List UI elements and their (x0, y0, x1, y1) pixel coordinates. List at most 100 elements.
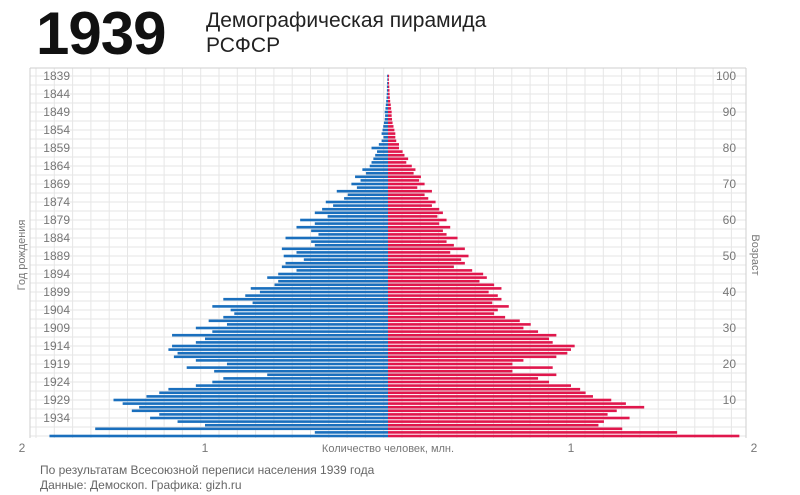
footer: По результатам Всесоюзной переписи насел… (40, 463, 374, 493)
bar-male (371, 146, 388, 150)
bar-female (388, 351, 568, 355)
bar-female (388, 359, 524, 362)
bar-male (267, 276, 388, 279)
bar-male (314, 211, 388, 215)
bar-female (388, 168, 416, 171)
bar-male (336, 189, 388, 193)
bar-female (388, 200, 436, 204)
x-tick: 2 (19, 441, 26, 455)
bar-female (388, 182, 425, 186)
bar-male (150, 416, 388, 420)
bar-female (388, 337, 550, 341)
bar-female (388, 423, 599, 427)
bar-female (388, 261, 465, 265)
bar-female (388, 171, 414, 175)
bar-female (388, 326, 524, 330)
x-tick: 1 (202, 441, 209, 455)
birth-year-tick: 1879 (43, 213, 70, 227)
bar-male (212, 305, 388, 308)
age-tick: 70 (723, 177, 737, 191)
bar-male (382, 128, 388, 132)
bar-male (344, 197, 388, 200)
bar-female (388, 301, 493, 305)
bar-female (388, 402, 626, 405)
bar-female (388, 96, 390, 99)
bar-male (131, 409, 389, 413)
birth-year-tick: 1914 (43, 339, 70, 353)
bar-female (388, 294, 498, 297)
birth-year-tick: 1864 (43, 159, 70, 173)
bar-male (385, 107, 388, 110)
bar-female (388, 103, 391, 107)
bar-female (388, 175, 421, 179)
birth-year-tick: 1889 (43, 249, 70, 263)
bar-male (274, 283, 388, 287)
bar-female (388, 384, 571, 387)
bar-male (245, 294, 388, 297)
bar-female (388, 186, 418, 189)
bar-male (387, 81, 388, 85)
bar-male (234, 312, 388, 315)
bar-male (278, 279, 388, 283)
birth-year-tick: 1929 (43, 393, 70, 407)
bar-male (208, 319, 388, 323)
bar-female (388, 81, 390, 85)
bar-male (355, 175, 388, 179)
bar-female (388, 413, 608, 416)
bar-female (388, 287, 502, 290)
birth-year-ticks: 1839 1844 1849 1854 1859 1864 1869 1874 1879 1884… (43, 69, 70, 425)
bar-male (177, 420, 388, 423)
bar-female (388, 283, 495, 287)
bar-male (311, 240, 388, 243)
birth-year-tick: 1919 (43, 357, 70, 371)
birth-year-tick: 1909 (43, 321, 70, 335)
bar-male (172, 344, 388, 348)
bar-male (212, 380, 388, 384)
bar-male (281, 265, 388, 269)
birth-year-tick: 1869 (43, 177, 70, 191)
age-tick: 10 (723, 393, 737, 407)
bar-male (205, 337, 388, 341)
bar-male (205, 423, 388, 427)
bar-male (369, 164, 388, 168)
bar-female (388, 99, 391, 103)
bar-male (360, 179, 388, 182)
bar-male (386, 96, 388, 99)
bar-male (377, 150, 388, 153)
bar-female (388, 161, 407, 164)
birth-year-tick: 1899 (43, 285, 70, 299)
male-bars (49, 74, 389, 438)
bar-male (386, 92, 388, 96)
bar-female (388, 89, 390, 92)
bar-female (388, 276, 487, 279)
bar-male (250, 287, 388, 290)
bar-male (259, 290, 388, 294)
bar-female (388, 395, 593, 398)
bar-male (383, 121, 388, 125)
bar-female (388, 380, 550, 384)
bar-female (388, 373, 557, 377)
bar-female (388, 369, 513, 373)
bar-female (388, 153, 405, 157)
bar-female (388, 251, 451, 254)
birth-year-tick: 1854 (43, 123, 70, 137)
birth-year-tick: 1904 (43, 303, 70, 317)
bar-male (347, 193, 388, 197)
bar-female (388, 229, 443, 233)
bar-male (113, 398, 388, 402)
bar-male (186, 366, 388, 369)
bar-female (388, 269, 473, 272)
bar-male (173, 355, 388, 359)
bar-male (285, 261, 388, 265)
bar-female (388, 427, 623, 431)
bar-male (283, 254, 388, 258)
bar-female (388, 319, 520, 323)
bar-female (388, 204, 432, 207)
bar-female (388, 290, 489, 294)
bar-male (159, 413, 388, 416)
bar-male (230, 308, 388, 312)
x-tick: 1 (568, 441, 575, 455)
bar-male (146, 395, 388, 398)
age-tick: 60 (723, 213, 737, 227)
bar-female (388, 341, 553, 344)
